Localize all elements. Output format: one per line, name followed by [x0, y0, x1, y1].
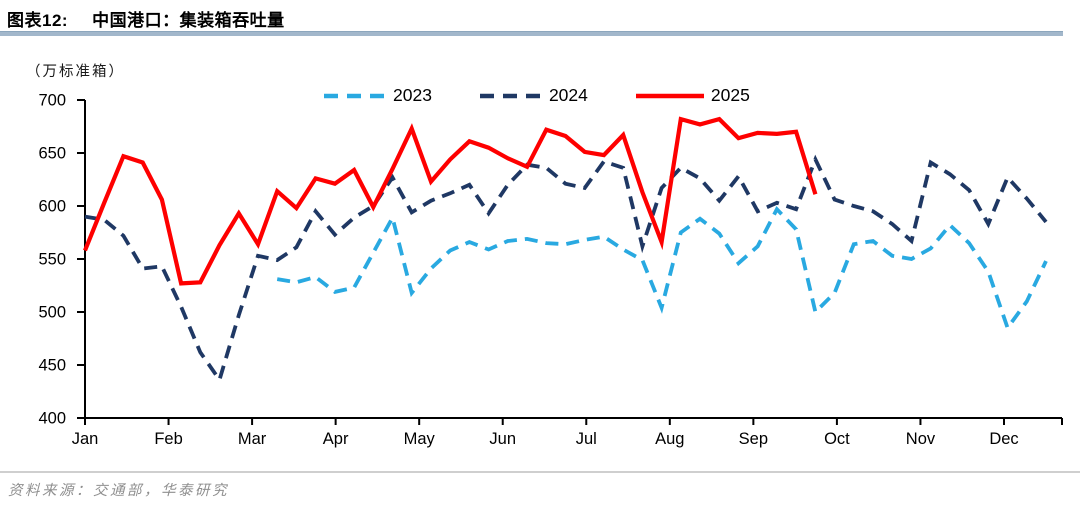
y-tick-label: 450 — [38, 357, 66, 375]
series-2025-line — [83, 116, 818, 286]
y-tick-label: 500 — [38, 304, 66, 322]
x-tick-label: Feb — [154, 430, 182, 448]
source-note: 资料来源：交通部，华泰研究 — [8, 483, 229, 499]
legend-swatch-2024-icon — [479, 93, 542, 98]
series-2023-line — [276, 205, 1048, 332]
legend-item-2023: 2023 — [322, 85, 432, 106]
series-2024-line — [84, 154, 1048, 385]
legend-item-2024: 2024 — [478, 85, 588, 106]
x-tick-label: Sep — [739, 430, 768, 448]
legend-label-2024: 2024 — [548, 85, 588, 105]
x-tick-label: Jun — [489, 430, 516, 448]
figure-number: 图表12: — [7, 11, 69, 30]
axis-unit-label: （万标准箱） — [26, 64, 125, 80]
x-tick-label: May — [404, 430, 436, 448]
y-tick-label: 700 — [38, 92, 66, 110]
footer-rule — [0, 471, 1080, 473]
legend-swatch-2023-icon — [324, 93, 386, 98]
figure-title-row: 图表12: 中国港口：集装箱吞吐量 — [7, 6, 285, 31]
x-tick-label: Apr — [323, 430, 349, 448]
x-tick-label: Oct — [824, 430, 850, 448]
x-tick-label: Aug — [655, 430, 684, 448]
axes — [84, 100, 1062, 419]
legend-item-2025: 2025 — [634, 85, 750, 106]
x-tick-label: Jul — [576, 430, 597, 448]
figure-title: 中国港口：集装箱吞吐量 — [92, 11, 285, 30]
x-tick-label: Mar — [238, 430, 267, 448]
chart-legend: 2023 2024 2025 — [322, 85, 750, 106]
x-tick-label: Dec — [989, 430, 1018, 448]
legend-swatch-2025-icon — [635, 93, 704, 98]
y-tick-label: 400 — [38, 410, 66, 428]
x-tick-label: Jan — [72, 430, 99, 448]
y-tick-label: 550 — [38, 251, 66, 269]
legend-label-2025: 2025 — [710, 85, 750, 105]
title-rule — [0, 31, 1063, 36]
y-tick-label: 600 — [38, 198, 66, 216]
legend-label-2023: 2023 — [393, 85, 432, 105]
y-tick-label: 650 — [38, 145, 66, 163]
x-tick-label: Nov — [906, 430, 936, 448]
